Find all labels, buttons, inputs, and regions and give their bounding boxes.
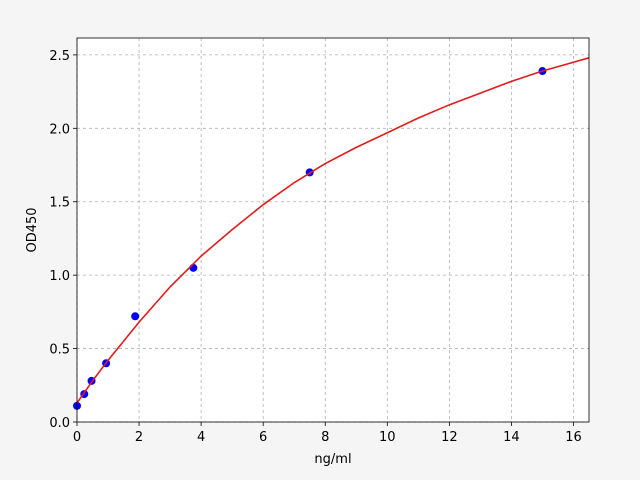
x-tick-label: 2	[135, 430, 143, 445]
y-tick-label: 2.5	[49, 49, 70, 64]
x-tick-label: 14	[503, 430, 520, 445]
x-tick-label: 16	[565, 430, 582, 445]
x-tick-label: 8	[321, 430, 329, 445]
x-axis-label: ng/ml	[314, 452, 351, 467]
y-tick-label: 0.0	[49, 416, 70, 431]
plot-area	[77, 38, 589, 422]
x-tick-label: 0	[73, 430, 81, 445]
axes-frame	[76, 37, 590, 423]
x-tick-label: 6	[259, 430, 267, 445]
x-tick-label: 12	[441, 430, 458, 445]
y-tick-label: 0.5	[49, 343, 70, 358]
data-point	[189, 263, 198, 272]
x-tick-label: 4	[197, 430, 205, 445]
y-axis-label: OD450	[25, 207, 40, 252]
y-tick-label: 1.0	[49, 269, 70, 284]
y-tick-label: 2.0	[49, 122, 70, 137]
data-point	[131, 312, 140, 321]
fit-curve	[76, 57, 590, 404]
y-tick-label: 1.5	[49, 196, 70, 211]
x-tick-label: 10	[379, 430, 396, 445]
